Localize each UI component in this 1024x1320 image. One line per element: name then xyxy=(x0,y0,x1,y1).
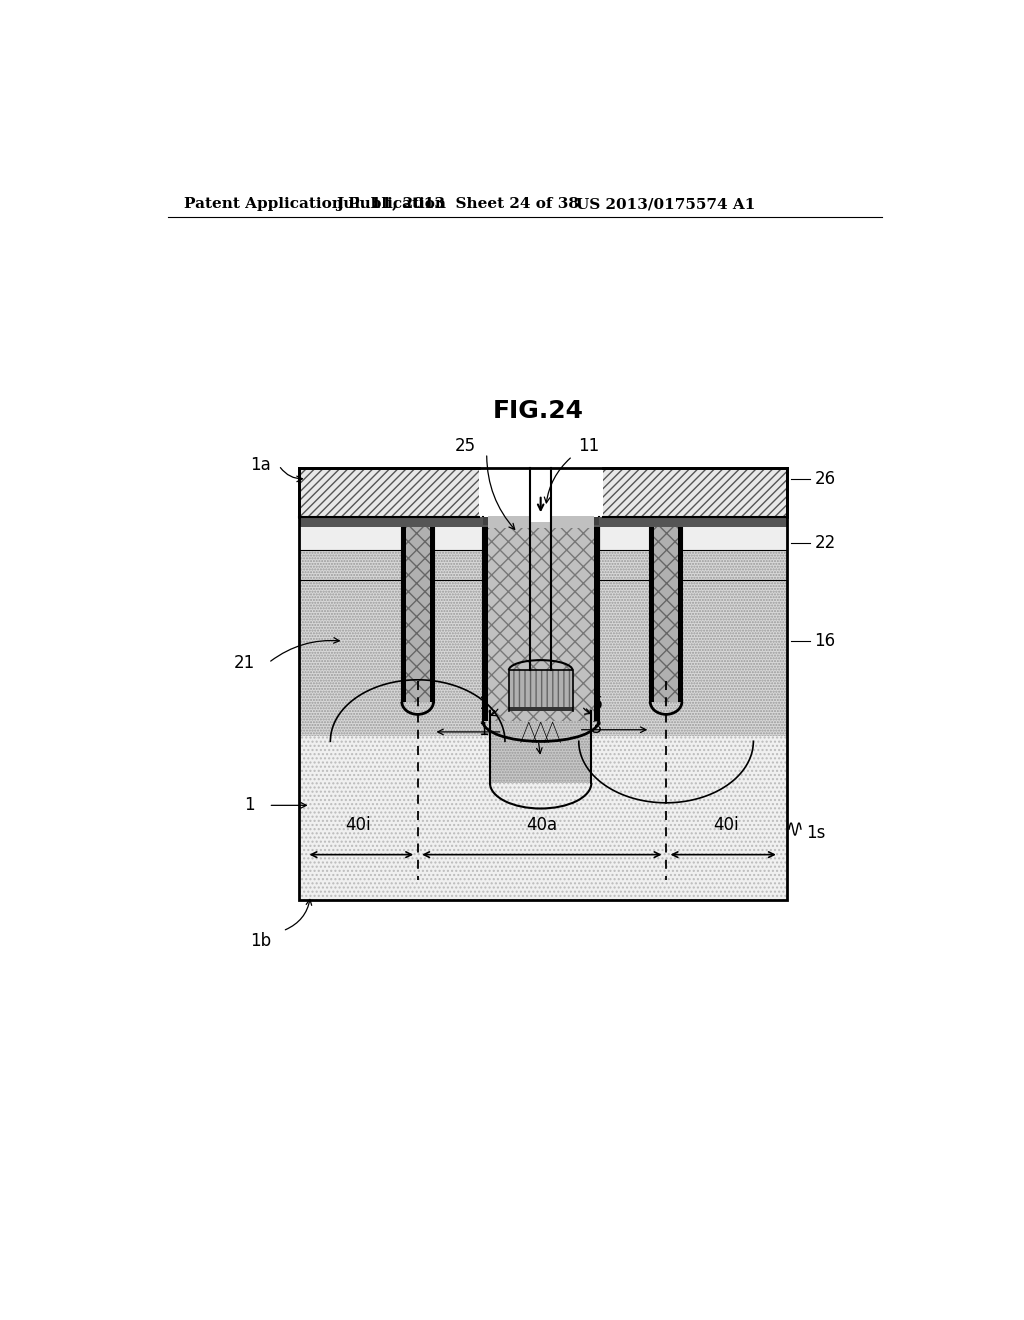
Bar xyxy=(299,517,482,549)
Bar xyxy=(299,469,479,517)
Bar xyxy=(404,517,431,702)
Bar xyxy=(489,711,592,783)
Text: 1a: 1a xyxy=(250,457,270,474)
Text: 22: 22 xyxy=(814,533,836,552)
Bar xyxy=(299,517,786,737)
Text: 1s: 1s xyxy=(807,825,826,842)
Text: 26: 26 xyxy=(814,470,836,487)
Text: 1: 1 xyxy=(245,796,255,814)
Text: 21: 21 xyxy=(233,653,255,672)
Bar xyxy=(678,517,682,702)
Bar xyxy=(482,517,487,721)
Bar xyxy=(401,517,406,702)
Bar xyxy=(299,469,786,900)
Text: 40a: 40a xyxy=(526,816,557,834)
Bar xyxy=(482,517,530,525)
Bar xyxy=(530,463,551,523)
Text: 12: 12 xyxy=(478,694,500,713)
Bar xyxy=(599,517,786,549)
Text: 40i: 40i xyxy=(345,816,371,834)
Text: FIG.24: FIG.24 xyxy=(493,399,584,422)
Text: Patent Application Publication: Patent Application Publication xyxy=(183,197,445,211)
Bar xyxy=(652,517,680,702)
Bar xyxy=(299,517,786,528)
Bar xyxy=(602,469,786,517)
Bar xyxy=(509,671,572,711)
Bar xyxy=(487,517,594,721)
Text: 23: 23 xyxy=(582,718,603,737)
Bar xyxy=(594,517,599,721)
Bar xyxy=(650,517,654,702)
Text: US 2013/0175574 A1: US 2013/0175574 A1 xyxy=(575,197,755,211)
Text: 40i: 40i xyxy=(714,816,739,834)
Bar xyxy=(299,469,786,900)
Bar xyxy=(487,516,594,528)
Text: 25: 25 xyxy=(455,437,476,455)
Text: 14: 14 xyxy=(478,721,500,739)
Bar xyxy=(551,517,599,525)
Bar xyxy=(430,517,433,702)
Text: 15: 15 xyxy=(582,694,603,713)
Text: Jul. 11, 2013  Sheet 24 of 38: Jul. 11, 2013 Sheet 24 of 38 xyxy=(336,197,579,211)
Bar xyxy=(299,737,786,900)
Bar xyxy=(509,708,572,711)
Text: 11: 11 xyxy=(578,437,599,455)
Text: 24: 24 xyxy=(522,735,544,754)
Text: 1b: 1b xyxy=(250,932,270,950)
Text: 16: 16 xyxy=(814,632,836,651)
